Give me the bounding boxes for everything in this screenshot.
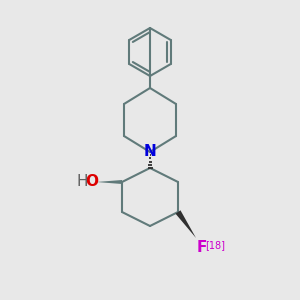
Text: H: H bbox=[76, 175, 88, 190]
Text: O: O bbox=[85, 175, 98, 190]
Polygon shape bbox=[96, 180, 122, 184]
Text: F: F bbox=[197, 241, 207, 256]
Text: N: N bbox=[144, 145, 156, 160]
Text: [18]: [18] bbox=[205, 240, 225, 250]
Polygon shape bbox=[176, 210, 196, 238]
